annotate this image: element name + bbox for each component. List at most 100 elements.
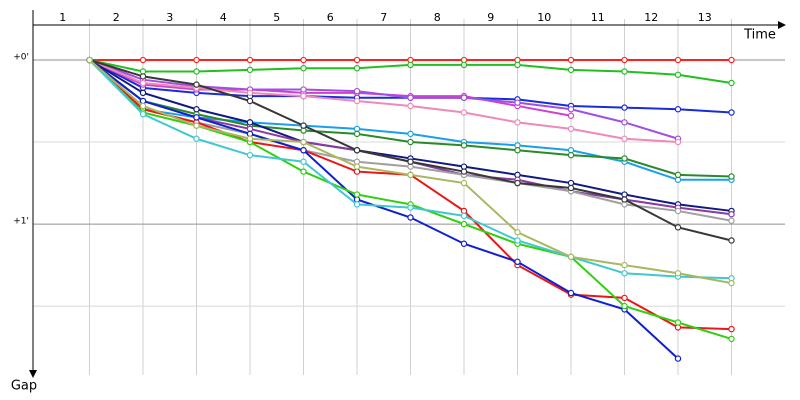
data-point	[514, 179, 521, 187]
data-point	[460, 240, 468, 247]
data-point	[621, 135, 628, 142]
data-point	[567, 112, 575, 119]
data-point	[407, 158, 414, 165]
data-point	[353, 87, 361, 95]
data-point	[514, 119, 521, 126]
x-tick-label: 7	[380, 11, 387, 24]
data-point	[621, 302, 628, 310]
data-point	[674, 56, 682, 64]
data-point	[674, 319, 682, 326]
x-tick-label: 4	[220, 11, 227, 24]
data-point	[728, 237, 735, 244]
data-point	[728, 173, 735, 180]
x-tick-label: 6	[327, 11, 334, 24]
data-point	[567, 289, 575, 297]
data-point	[567, 151, 575, 159]
data-point	[567, 106, 575, 113]
data-point	[460, 61, 468, 69]
data-point	[193, 106, 200, 113]
data-point	[514, 258, 521, 266]
data-point	[728, 56, 735, 64]
data-point	[353, 163, 361, 170]
data-point	[567, 125, 575, 133]
data-point	[193, 122, 200, 129]
data-point	[139, 73, 147, 80]
y-tick-label: +1'	[13, 217, 29, 227]
data-point	[460, 212, 468, 220]
data-point	[407, 204, 414, 211]
data-point	[139, 79, 147, 87]
data-point	[407, 102, 414, 110]
series-line	[89, 59, 679, 144]
data-point	[567, 56, 575, 64]
data-point	[407, 130, 414, 138]
data-point	[139, 56, 147, 64]
x-tick-label: 13	[698, 11, 712, 24]
data-point	[621, 119, 628, 126]
x-tick-label: 1	[59, 11, 66, 24]
data-point	[300, 65, 307, 72]
data-point	[621, 261, 628, 269]
data-point	[674, 270, 682, 277]
data-point	[300, 56, 307, 64]
data-point	[300, 86, 307, 93]
data-point	[407, 171, 414, 179]
data-point	[728, 79, 735, 87]
data-point	[193, 56, 200, 64]
data-point	[460, 220, 468, 228]
y-axis-title: Gap	[11, 379, 37, 394]
data-point	[674, 355, 682, 362]
data-point	[353, 201, 361, 208]
data-point	[193, 135, 200, 142]
data-point	[567, 253, 575, 261]
data-point	[514, 61, 521, 69]
data-point	[139, 102, 147, 110]
data-point	[728, 217, 735, 224]
data-point	[514, 147, 521, 154]
data-point	[300, 147, 307, 154]
x-tick-label: 5	[273, 11, 280, 24]
data-point	[246, 97, 254, 105]
data-point	[353, 147, 361, 154]
x-tick-label: 11	[591, 11, 605, 24]
x-tick-label: 2	[113, 11, 120, 24]
data-point	[728, 211, 735, 218]
series-line	[88, 59, 679, 360]
data-point	[728, 279, 735, 287]
data-point	[246, 66, 254, 74]
data-point	[246, 119, 254, 126]
data-point	[674, 106, 682, 113]
data-point	[621, 155, 628, 162]
y-tick-label: +0'	[13, 53, 29, 63]
data-point	[407, 138, 414, 146]
data-point	[300, 138, 307, 146]
data-point	[300, 168, 307, 175]
data-point	[621, 196, 628, 203]
data-point	[674, 71, 682, 78]
data-point	[621, 104, 628, 111]
data-point	[246, 151, 254, 159]
x-tick-label: 9	[487, 11, 494, 24]
data-point	[353, 130, 361, 138]
data-point	[353, 65, 361, 72]
x-axis-arrow	[778, 21, 786, 29]
data-point	[460, 94, 468, 101]
data-point	[567, 66, 575, 74]
data-point	[674, 171, 682, 179]
x-tick-label: 12	[644, 11, 658, 24]
data-point	[193, 114, 200, 121]
data-point	[193, 68, 200, 75]
data-point	[514, 229, 521, 236]
data-point	[139, 89, 147, 97]
data-point	[407, 94, 414, 101]
x-tick-label: 8	[434, 11, 441, 24]
data-point	[514, 237, 521, 244]
data-point	[728, 335, 735, 343]
data-point	[353, 97, 361, 105]
data-point	[728, 325, 735, 333]
data-point	[300, 92, 307, 100]
data-point	[246, 89, 254, 97]
data-point	[674, 207, 682, 215]
data-point	[674, 138, 682, 146]
